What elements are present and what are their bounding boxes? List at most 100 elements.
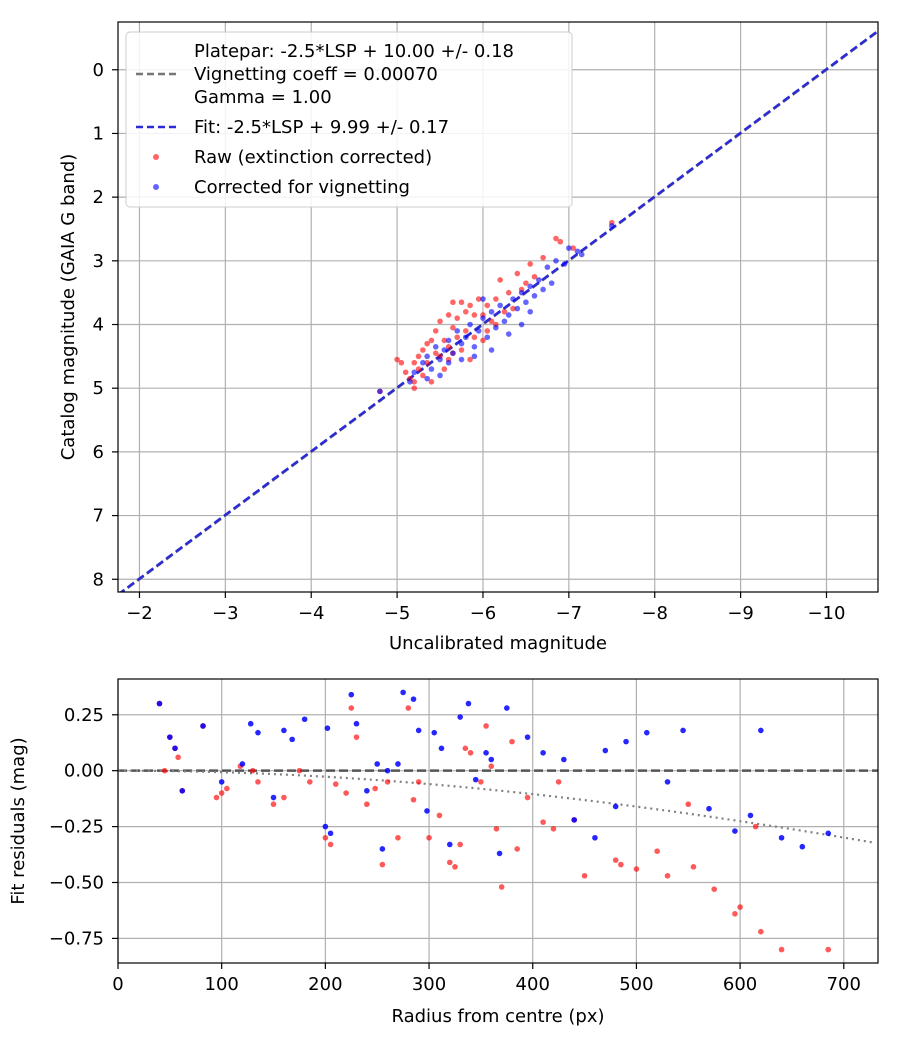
raw-point: [457, 841, 463, 848]
corrected-point: [524, 734, 531, 740]
corrected-point: [747, 812, 754, 819]
corrected-point: [450, 350, 456, 356]
corrected-point: [706, 805, 712, 812]
corrected-point: [475, 328, 482, 334]
corrected-point: [578, 251, 585, 258]
raw-point: [540, 819, 546, 825]
raw-point: [372, 785, 378, 792]
corrected-point: [496, 850, 503, 857]
raw-point: [343, 790, 349, 796]
fit-line: [119, 29, 878, 592]
raw-point: [531, 273, 538, 280]
corrected-point: [411, 369, 418, 376]
legend-platepar-label-line2: Vignetting coeff = 0.00070: [194, 64, 438, 85]
raw-point: [493, 296, 499, 302]
corrected-point: [758, 727, 764, 734]
corrected-point: [301, 716, 308, 723]
raw-point: [758, 928, 764, 935]
raw-point: [410, 796, 417, 803]
corrected-point: [514, 305, 521, 312]
corrected-point: [602, 747, 609, 754]
corrected-point: [379, 846, 386, 852]
corrected-point: [471, 353, 478, 360]
y-tick-label: 2: [93, 187, 104, 208]
corrected-point: [364, 788, 370, 794]
legend-platepar-label-line1: Platepar: -2.5*LSP + 10.00 +/- 0.18: [194, 41, 514, 62]
corrected-point: [395, 761, 401, 767]
raw-point: [478, 779, 484, 785]
raw-point: [467, 302, 473, 309]
raw-point: [581, 872, 588, 879]
x-tick-label: 700: [827, 974, 861, 995]
corrected-point: [544, 264, 551, 270]
raw-point: [424, 340, 430, 347]
raw-point: [540, 254, 546, 261]
raw-point: [249, 767, 256, 774]
raw-point: [437, 318, 443, 325]
corrected-point: [561, 756, 567, 763]
corrected-point: [327, 830, 334, 837]
x-axis-ticks: 0 100 200 300 400 500 600 700: [112, 963, 861, 995]
y-tick-label: 3: [93, 251, 104, 272]
raw-point: [364, 801, 370, 808]
corrected-point: [156, 700, 163, 707]
corrected-point: [535, 277, 542, 283]
legend-corrected-label: Corrected for vignetting: [194, 177, 410, 198]
corrected-point: [458, 356, 465, 363]
raw-point: [633, 866, 640, 872]
raw-point: [498, 884, 505, 890]
raw-point: [353, 734, 360, 740]
raw-point: [493, 826, 500, 832]
corrected-point: [437, 372, 443, 379]
corrected-point: [457, 714, 463, 720]
raw-point: [690, 864, 697, 870]
raw-point: [462, 745, 469, 752]
data-points: [156, 689, 832, 953]
raw-point: [557, 238, 564, 245]
raw-point: [497, 277, 503, 283]
raw-point: [488, 763, 495, 770]
raw-point: [394, 356, 400, 363]
corrected-point: [424, 353, 430, 360]
x-tick-label: 600: [723, 974, 757, 995]
raw-point: [484, 302, 491, 309]
corrected-point: [540, 749, 546, 756]
raw-point: [445, 344, 452, 350]
raw-point: [384, 779, 391, 785]
corrected-point: [505, 312, 512, 318]
y-tick-label: 0.25: [64, 705, 104, 726]
corrected-point: [438, 745, 445, 752]
raw-point: [471, 334, 478, 341]
corrected-point: [458, 340, 465, 347]
raw-point: [454, 315, 461, 321]
raw-point: [348, 705, 355, 711]
corrected-point: [445, 337, 452, 344]
raw-point: [618, 861, 624, 868]
x-tick-label: −6: [470, 603, 497, 624]
raw-point: [224, 785, 230, 792]
corrected-point: [501, 318, 508, 325]
corrected-point: [680, 727, 686, 734]
corrected-point: [322, 823, 329, 830]
raw-point: [420, 347, 426, 353]
corrected-point: [179, 788, 186, 794]
raw-point: [752, 823, 759, 830]
x-axis-label: Radius from centre (px): [391, 1006, 604, 1027]
raw-point: [514, 270, 521, 277]
corrected-point: [732, 828, 738, 834]
corrected-point: [465, 700, 472, 707]
corrected-point: [324, 725, 331, 731]
raw-point: [322, 834, 329, 841]
corrected-point: [566, 245, 572, 251]
x-tick-label: −2: [126, 603, 153, 624]
corrected-point: [410, 696, 417, 702]
legend-fit-label: Fit: -2.5*LSP + 9.99 +/- 0.17: [194, 117, 449, 138]
raw-point: [509, 738, 515, 745]
raw-point: [505, 289, 512, 296]
corrected-point: [384, 767, 391, 774]
raw-point: [467, 356, 473, 363]
raw-point: [415, 353, 422, 360]
legend-corrected-marker: [153, 184, 159, 190]
x-tick-label: 100: [205, 974, 239, 995]
corrected-point: [407, 379, 413, 385]
